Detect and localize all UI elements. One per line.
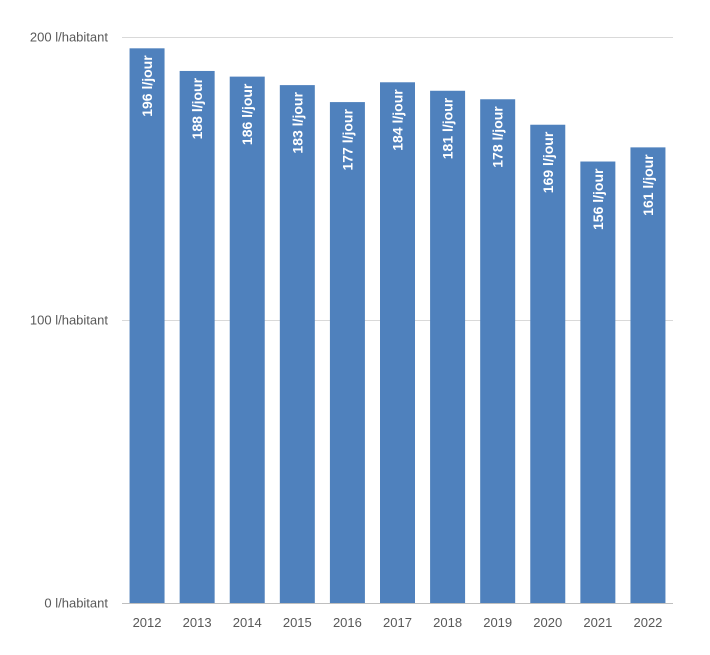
bar [179,70,215,603]
x-tick-label: 2022 [633,615,662,630]
bar [630,147,666,603]
data-label: 183 l/jour [289,92,305,154]
bar [229,76,265,604]
x-tick-label: 2017 [383,615,412,630]
data-label: 161 l/jour [640,154,656,216]
bar [329,102,365,603]
y-tick-label: 100 l/habitant [30,313,108,328]
data-label: 186 l/jour [239,83,255,145]
data-labels: 196 l/jour 188 l/jour 186 l/jour 183 l/jour… [139,55,656,230]
bar [279,85,315,604]
x-tick-label: 2021 [583,615,612,630]
data-label: 177 l/jour [339,109,355,171]
bar [129,48,165,603]
x-tick-label: 2016 [333,615,362,630]
bars [129,48,666,604]
data-label: 156 l/jour [590,168,606,230]
data-label: 181 l/jour [440,97,456,159]
data-label: 196 l/jour [139,55,155,117]
bar [530,124,566,603]
x-tick-label: 2014 [233,615,262,630]
bar [380,82,415,603]
data-label: 184 l/jour [390,89,406,151]
bar [430,90,466,603]
y-tick-label: 0 l/habitant [44,596,108,611]
data-label: 178 l/jour [490,106,506,168]
x-tick-label: 2012 [133,615,162,630]
data-label: 188 l/jour [189,77,205,139]
y-axis-tick-labels: 0 l/habitant 100 l/habitant 200 l/habitant [30,30,108,611]
x-axis-tick-labels: 2012 2013 2014 2015 2016 2017 2018 2019 2020 2021… [133,615,663,630]
y-tick-label: 200 l/habitant [30,30,108,45]
bar [480,99,516,603]
x-tick-label: 2013 [183,615,212,630]
x-tick-label: 2015 [283,615,312,630]
x-tick-label: 2019 [483,615,512,630]
data-label: 169 l/jour [540,131,556,193]
x-tick-label: 2018 [433,615,462,630]
x-tick-label: 2020 [533,615,562,630]
bar [580,161,616,603]
